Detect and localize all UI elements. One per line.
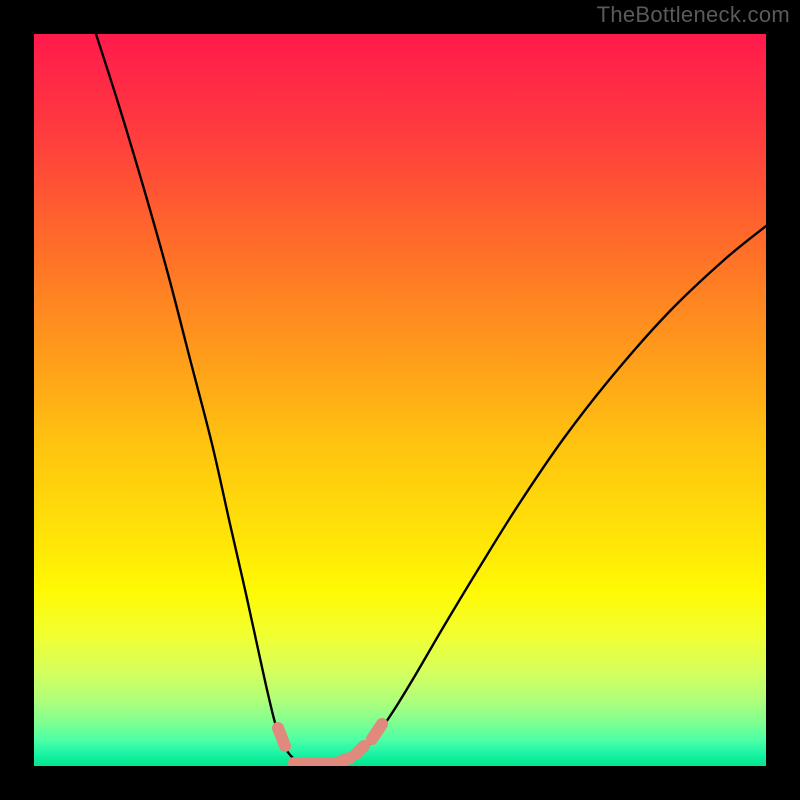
chart-outer-frame: TheBottleneck.com <box>0 0 800 800</box>
watermark-text: TheBottleneck.com <box>597 2 790 28</box>
chart-plot-area <box>34 34 766 766</box>
chart-svg <box>34 34 766 766</box>
gradient-background <box>34 34 766 766</box>
